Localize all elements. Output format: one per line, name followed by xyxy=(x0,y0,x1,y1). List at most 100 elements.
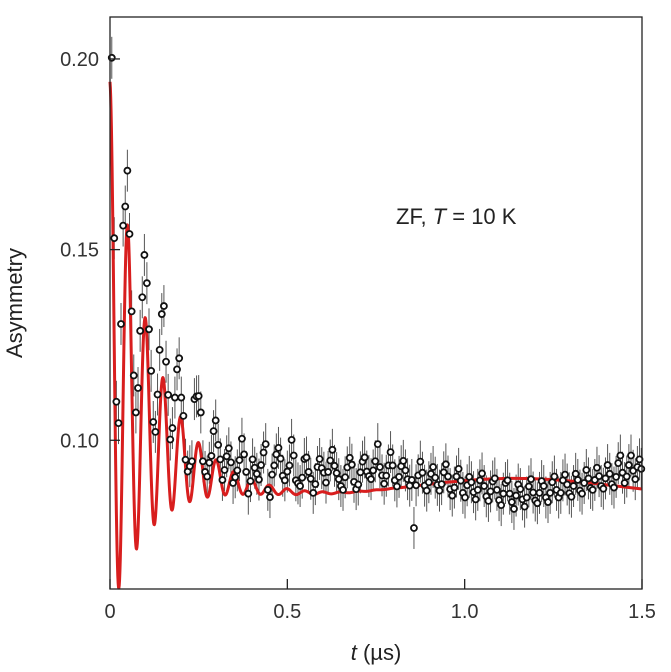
data-point xyxy=(410,524,418,532)
data-point xyxy=(578,489,586,498)
data-point xyxy=(129,371,138,380)
data-point xyxy=(527,475,535,484)
data-point xyxy=(266,493,274,501)
data-point xyxy=(287,435,296,444)
data-point xyxy=(147,366,156,375)
y-tick-label: 0.15 xyxy=(60,240,99,262)
data-point xyxy=(270,461,279,470)
data-point xyxy=(480,482,489,490)
data-point xyxy=(114,419,123,428)
data-point xyxy=(622,472,631,481)
data-point xyxy=(401,466,410,475)
data-point xyxy=(556,489,565,497)
data-point xyxy=(395,472,403,481)
data-point xyxy=(238,434,246,443)
data-point xyxy=(382,471,391,480)
data-point xyxy=(393,482,401,491)
data-point xyxy=(296,482,305,490)
data-point xyxy=(571,469,580,478)
data-point xyxy=(246,477,255,485)
data-point xyxy=(171,393,179,402)
fit-curve xyxy=(108,81,644,590)
data-point xyxy=(214,440,223,449)
data-point xyxy=(224,444,233,453)
data-point xyxy=(429,463,438,471)
data-point xyxy=(380,479,389,488)
data-point xyxy=(584,474,593,483)
data-point xyxy=(422,486,431,495)
data-point xyxy=(431,473,440,482)
x-tick-label: 0 xyxy=(104,601,115,623)
data-point xyxy=(131,408,140,417)
data-point xyxy=(309,489,318,497)
data-point xyxy=(119,221,128,230)
data-point xyxy=(418,468,427,477)
data-point xyxy=(614,459,623,468)
data-point xyxy=(512,491,520,500)
data-point xyxy=(524,482,533,491)
data-point xyxy=(207,452,216,460)
data-point xyxy=(168,424,177,432)
data-point xyxy=(505,489,514,498)
data-point xyxy=(388,461,397,470)
data-point xyxy=(134,384,142,392)
y-tick-label: 0.10 xyxy=(60,430,99,452)
data-point xyxy=(620,479,629,487)
data-point xyxy=(610,483,618,492)
data-point xyxy=(601,474,610,483)
data-point xyxy=(179,411,188,420)
data-point xyxy=(257,461,265,469)
data-point xyxy=(376,463,384,471)
plot-frame xyxy=(109,16,643,590)
data-point xyxy=(248,455,257,464)
data-point xyxy=(347,460,356,469)
data-point xyxy=(231,473,240,482)
data-point xyxy=(339,485,347,494)
data-point xyxy=(569,482,578,490)
data-point xyxy=(324,468,333,476)
data-point xyxy=(117,320,125,328)
data-points xyxy=(107,53,646,532)
data-point xyxy=(435,486,444,495)
data-point xyxy=(497,501,506,510)
data-point xyxy=(550,472,559,481)
data-point xyxy=(471,495,480,504)
data-point xyxy=(582,466,591,474)
data-point xyxy=(516,485,525,493)
data-point xyxy=(544,498,552,506)
data-point xyxy=(612,472,621,481)
data-point xyxy=(580,479,589,487)
data-point xyxy=(593,463,601,472)
data-point xyxy=(145,325,153,334)
data-point xyxy=(181,455,190,464)
x-axis-label: t (µs) xyxy=(351,640,402,665)
data-point xyxy=(573,476,582,484)
data-point xyxy=(546,489,555,497)
data-point xyxy=(448,491,457,500)
data-point xyxy=(561,470,569,479)
data-point xyxy=(484,497,493,505)
data-point xyxy=(125,230,134,238)
data-point xyxy=(476,476,484,485)
data-point xyxy=(510,505,518,513)
data-point xyxy=(493,485,501,494)
data-point xyxy=(218,476,227,484)
data-point xyxy=(637,464,646,473)
data-point xyxy=(345,453,354,462)
data-point xyxy=(306,474,315,483)
data-point xyxy=(522,493,531,502)
data-point xyxy=(454,464,463,473)
data-point xyxy=(441,460,450,469)
data-point xyxy=(535,489,544,497)
data-point xyxy=(371,457,380,466)
data-point xyxy=(486,487,495,496)
data-point xyxy=(151,427,160,436)
x-tick-label: 1.5 xyxy=(628,601,656,623)
data-point xyxy=(199,457,207,466)
data-point xyxy=(268,470,276,479)
data-point xyxy=(188,457,196,466)
data-point xyxy=(155,346,164,354)
data-point xyxy=(330,461,339,470)
data-point xyxy=(437,480,446,489)
